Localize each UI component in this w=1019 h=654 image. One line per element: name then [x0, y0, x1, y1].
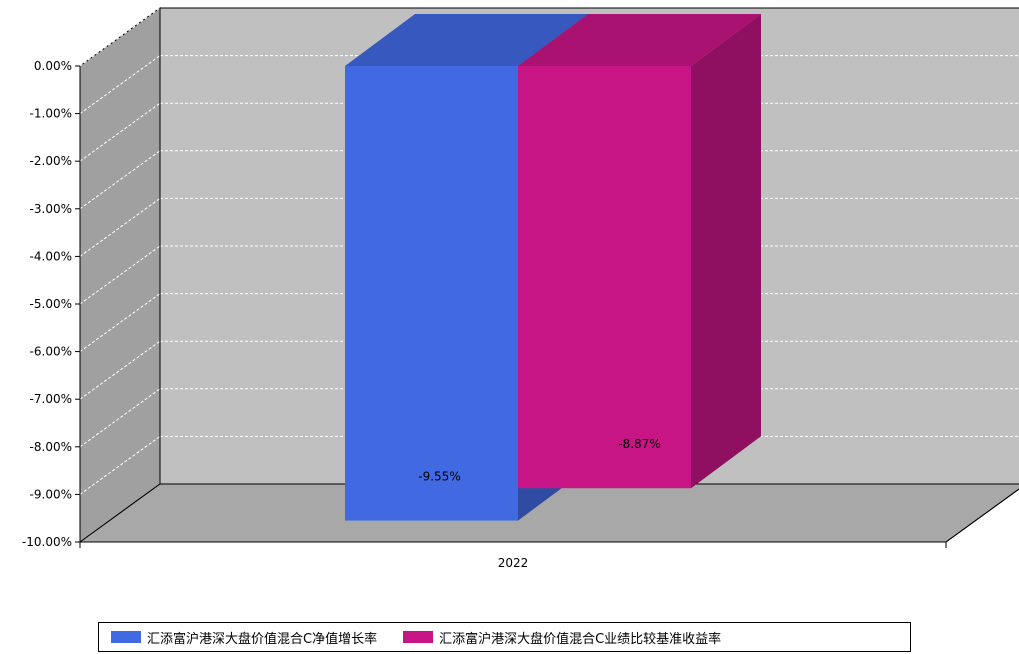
y-tick-label: -3.00%	[30, 202, 72, 216]
legend-swatch-nav-growth	[111, 631, 141, 643]
floor-right-edge	[945, 488, 1019, 543]
bar-side-1	[691, 14, 761, 489]
legend-label-benchmark: 汇添富沪港深大盘价值混合C业绩比较基准收益率	[439, 631, 722, 647]
gridline-side	[79, 435, 161, 495]
bar-top-1	[518, 14, 761, 66]
gridline-side	[79, 7, 161, 67]
gridline-side	[79, 102, 161, 162]
y-tick-label: -10.00%	[22, 535, 72, 549]
data-label-1: -8.87%	[618, 437, 660, 451]
y-tick-label: -6.00%	[30, 345, 72, 359]
bar-top-0	[345, 14, 588, 66]
gridline-side	[79, 293, 161, 353]
y-tick-label: -2.00%	[30, 154, 72, 168]
y-tick-label: -5.00%	[30, 297, 72, 311]
legend-swatch-benchmark	[403, 631, 434, 643]
gridline-side	[79, 55, 161, 115]
bar-front-1	[518, 66, 691, 489]
gridline-side	[79, 388, 161, 448]
y-tick-label: 0.00%	[34, 59, 72, 73]
chart-plot: 0.00% -1.00% -2.00% -3.00% -4.00% -5.00% -6.00…	[22, 7, 1019, 570]
legend-item-nav-growth: 汇添富沪港深大盘价值混合C净值增长率	[111, 628, 377, 647]
gridline-side	[79, 245, 161, 305]
y-tick-label: -4.00%	[30, 249, 72, 263]
x-tick-label: 2022	[498, 556, 529, 570]
y-tick-label: -9.00%	[30, 487, 72, 501]
gridline-side	[79, 150, 161, 210]
legend-label-nav-growth: 汇添富沪港深大盘价值混合C净值增长率	[147, 631, 378, 647]
y-tick-label: -7.00%	[30, 392, 72, 406]
data-label-0: -9.55%	[418, 470, 460, 484]
y-tick-label: -8.00%	[30, 440, 72, 454]
y-tick-label: -1.00%	[30, 107, 72, 121]
gridline-side	[79, 197, 161, 257]
legend-item-benchmark: 汇添富沪港深大盘价值混合C业绩比较基准收益率	[403, 628, 721, 647]
bar-front-0	[345, 66, 518, 521]
left-wall	[79, 7, 161, 543]
gridline-side	[79, 340, 161, 400]
chart-legend: 汇添富沪港深大盘价值混合C净值增长率 汇添富沪港深大盘价值混合C业绩比较基准收益…	[98, 622, 911, 652]
